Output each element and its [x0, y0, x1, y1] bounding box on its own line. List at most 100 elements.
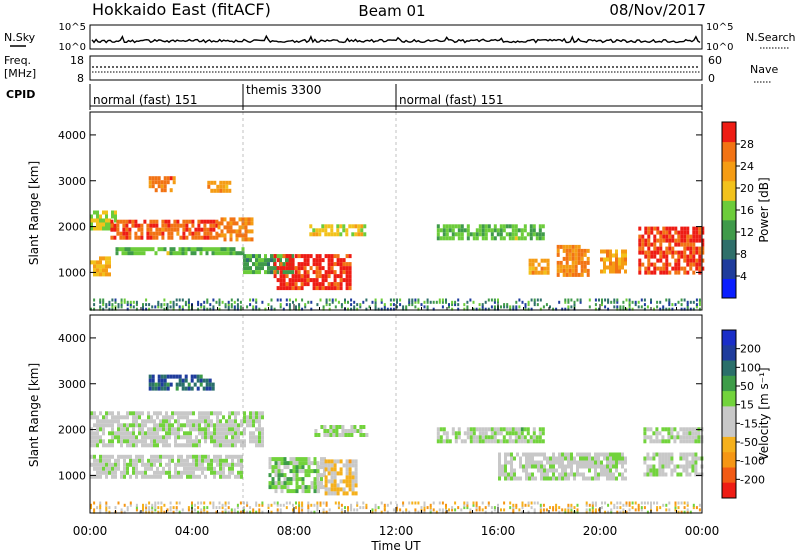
echo-cell	[662, 250, 666, 255]
echo-cell	[330, 258, 334, 263]
echo-cell	[294, 270, 298, 275]
echo-cell	[177, 423, 180, 428]
echo-cell	[689, 254, 693, 259]
colorbar-swatch	[722, 345, 736, 362]
echo-cell	[105, 272, 108, 277]
echo-cell	[641, 234, 645, 239]
echo-cell	[585, 460, 588, 465]
echo-cell	[152, 219, 156, 224]
echo-cell	[341, 433, 345, 437]
echo-cell	[303, 266, 307, 271]
clutter-cell	[659, 307, 662, 311]
echo-cell	[135, 423, 138, 428]
echo-cell	[621, 476, 624, 481]
clutter-cell	[484, 307, 487, 311]
echo-cell	[679, 456, 683, 461]
echo-cell	[653, 254, 657, 259]
clutter-cell	[380, 300, 383, 304]
echo-cell	[222, 458, 225, 463]
clutter-cell	[420, 506, 423, 510]
clutter-cell	[466, 300, 469, 304]
echo-cell	[591, 456, 594, 461]
echo-cell	[336, 471, 340, 476]
clutter-cell	[423, 305, 426, 309]
echo-cell	[484, 236, 488, 241]
clutter-cell	[243, 508, 245, 512]
echo-cell	[525, 460, 528, 465]
echo-cell	[261, 431, 264, 436]
clutter-cell	[613, 305, 616, 309]
echo-cell	[359, 433, 363, 437]
echo-cell	[677, 258, 681, 263]
echo-cell	[436, 228, 440, 233]
echo-cell	[255, 443, 258, 448]
echo-cell	[475, 427, 479, 432]
echo-cell	[330, 471, 334, 476]
clutter-cell	[441, 300, 444, 304]
echo-cell	[204, 427, 207, 432]
echo-cell	[659, 258, 663, 263]
clutter-cell	[325, 501, 328, 505]
echo-cell	[123, 466, 126, 471]
echo-cell	[156, 427, 159, 432]
echo-cell	[108, 256, 111, 261]
echo-cell	[219, 419, 222, 424]
clutter-cell	[117, 303, 120, 307]
echo-cell	[244, 225, 248, 230]
clutter-cell	[166, 303, 169, 307]
clutter-cell	[377, 506, 380, 510]
echo-cell	[543, 270, 547, 275]
echo-cell	[688, 439, 692, 444]
echo-cell	[177, 462, 180, 467]
echo-cell	[643, 439, 647, 444]
clutter-cell	[108, 506, 111, 510]
clutter-cell	[573, 506, 576, 510]
echo-cell	[514, 232, 518, 237]
echo-cell	[586, 268, 590, 273]
echo-cell	[144, 419, 147, 424]
echo-cell	[116, 223, 120, 228]
clutter-cell	[307, 300, 310, 304]
clutter-cell	[270, 510, 273, 514]
echo-cell	[168, 462, 171, 467]
echo-cell	[597, 476, 600, 481]
echo-cell	[217, 225, 221, 230]
clutter-cell	[316, 508, 319, 512]
echo-cell	[478, 431, 482, 436]
echo-cell	[698, 238, 702, 243]
echo-cell	[204, 423, 207, 428]
clutter-cell	[402, 503, 405, 507]
echo-cell	[309, 232, 313, 237]
echo-cell	[537, 270, 541, 275]
clutter-cell	[380, 307, 383, 311]
echo-cell	[511, 228, 515, 233]
echo-cell	[113, 227, 117, 232]
echo-cell	[96, 443, 99, 448]
echo-cell	[336, 224, 340, 229]
clutter-cell	[203, 300, 206, 304]
echo-cell	[324, 228, 328, 233]
echo-cell	[203, 227, 207, 232]
echo-cell	[670, 452, 674, 457]
echo-cell	[313, 457, 317, 462]
clutter-cell	[466, 503, 469, 507]
echo-cell	[694, 431, 698, 436]
echo-cell	[164, 219, 168, 224]
echo-cell	[546, 258, 550, 263]
echo-cell	[594, 472, 597, 477]
echo-cell	[668, 234, 672, 239]
clutter-cell	[426, 298, 429, 302]
echo-cell	[178, 378, 182, 383]
clutter-cell	[567, 305, 570, 309]
clutter-cell	[423, 506, 426, 510]
echo-cell	[597, 456, 600, 461]
echo-cell	[197, 231, 201, 236]
echo-cell	[300, 254, 304, 259]
echo-cell	[659, 234, 663, 239]
echo-cell	[505, 439, 509, 444]
clutter-cell	[625, 307, 628, 311]
nsearch-label: N.Search	[746, 31, 796, 44]
echo-cell	[159, 439, 162, 444]
clutter-cell	[570, 510, 573, 514]
echo-cell	[148, 378, 152, 383]
